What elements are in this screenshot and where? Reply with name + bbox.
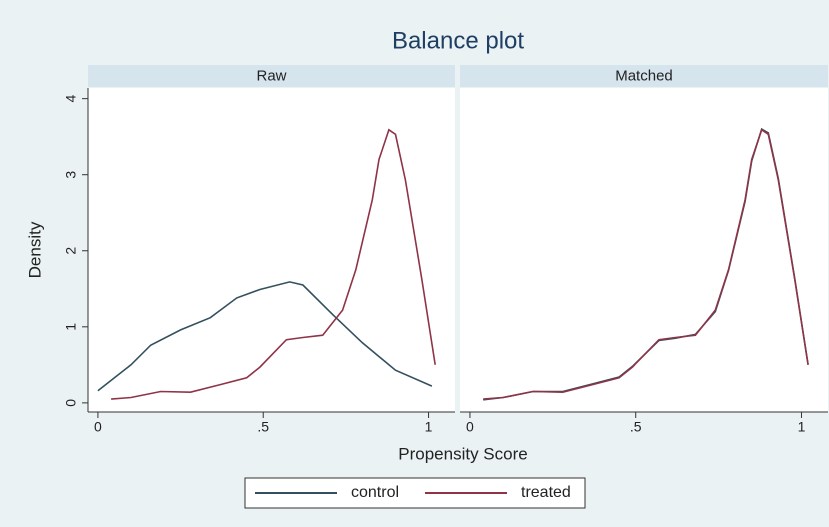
x-tick-label: .5: [257, 419, 269, 435]
y-tick-label: 4: [63, 95, 79, 103]
chart: Balance plot Propensity Score Density Ra…: [0, 0, 829, 527]
x-tick-label: 0: [466, 419, 474, 435]
x-tick-label: 1: [798, 419, 806, 435]
plot-area: [460, 88, 828, 412]
x-tick-label: 0: [94, 419, 102, 435]
x-axis-label: Propensity Score: [398, 444, 527, 463]
legend-label: treated: [521, 484, 571, 501]
x-tick-label: 1: [425, 419, 433, 435]
plot-area: [88, 88, 455, 412]
chart-title: Balance plot: [392, 27, 524, 54]
y-tick-label: 2: [63, 247, 79, 255]
y-axis-label: Density: [25, 221, 44, 278]
x-tick-label: .5: [630, 419, 642, 435]
y-tick-label: 1: [63, 323, 79, 331]
y-tick-label: 3: [63, 171, 79, 179]
panel-title: Raw: [256, 67, 286, 84]
legend-label: control: [351, 484, 399, 501]
y-tick-label: 0: [63, 399, 79, 407]
panel-title: Matched: [615, 67, 673, 84]
